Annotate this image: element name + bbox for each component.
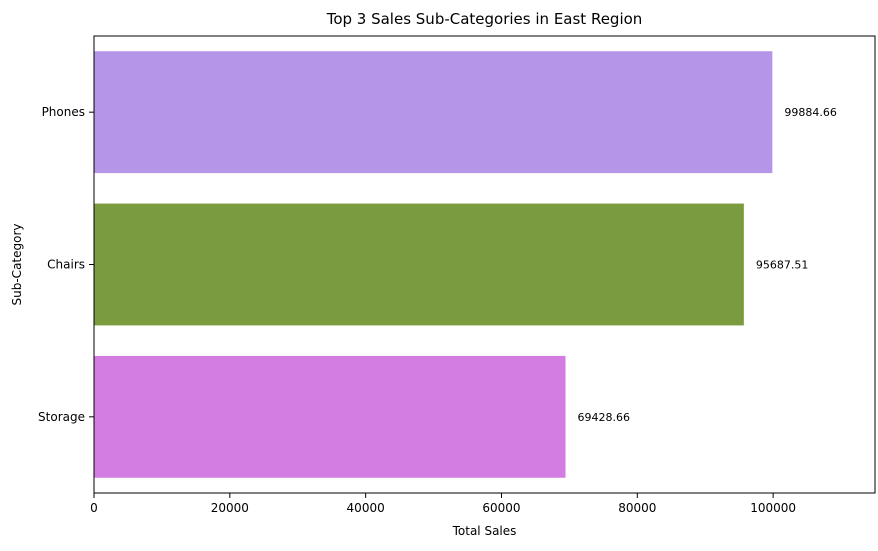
bar-storage	[94, 355, 566, 478]
data-label-chairs: 95687.51	[756, 259, 809, 272]
x-tick-label-40000: 40000	[347, 501, 385, 515]
plot-area: 99884.66 Phones 95687.51 Chairs 69428.66 Stor…	[38, 35, 876, 515]
x-tick-label-100000: 100000	[750, 501, 796, 515]
y-axis-label: Sub-Category	[10, 224, 24, 306]
x-tick-label-0: 0	[90, 501, 98, 515]
bar-phones	[94, 51, 773, 174]
y-tick-label-storage: Storage	[38, 410, 85, 424]
x-tick-label-80000: 80000	[618, 501, 656, 515]
x-tick-label-20000: 20000	[211, 501, 249, 515]
y-tick-label-phones: Phones	[42, 105, 85, 119]
bar-chairs	[94, 203, 744, 326]
x-tick-label-60000: 60000	[482, 501, 520, 515]
chart-title: Top 3 Sales Sub-Categories in East Regio…	[326, 10, 643, 28]
plot-frame	[93, 35, 876, 494]
x-axis-label: Total Sales	[452, 524, 517, 538]
data-label-storage: 69428.66	[578, 411, 631, 424]
data-label-phones: 99884.66	[784, 106, 837, 119]
y-tick-label-chairs: Chairs	[47, 258, 85, 272]
